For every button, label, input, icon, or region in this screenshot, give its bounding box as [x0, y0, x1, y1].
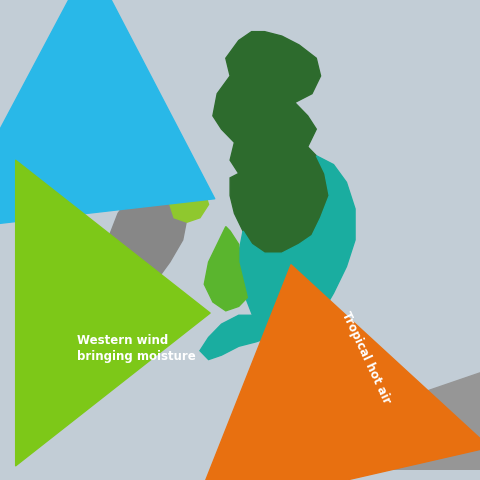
Text: Cold air from
polar regions: Cold air from polar regions	[64, 70, 150, 149]
Text: Western wind
bringing moisture: Western wind bringing moisture	[77, 334, 196, 363]
Polygon shape	[109, 182, 187, 288]
Polygon shape	[200, 315, 269, 360]
Polygon shape	[213, 32, 321, 182]
Text: Tropical hot air: Tropical hot air	[339, 309, 393, 406]
Polygon shape	[204, 227, 247, 311]
Polygon shape	[230, 147, 329, 253]
Polygon shape	[364, 373, 480, 470]
Polygon shape	[170, 187, 209, 222]
Polygon shape	[239, 156, 355, 342]
